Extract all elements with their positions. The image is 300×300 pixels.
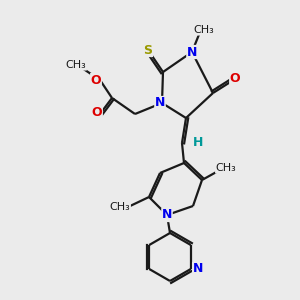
- Text: N: N: [162, 208, 172, 221]
- Text: O: O: [230, 73, 240, 85]
- Text: CH₃: CH₃: [216, 163, 236, 173]
- Text: N: N: [193, 262, 203, 275]
- Text: O: O: [92, 106, 102, 118]
- Text: S: S: [143, 44, 152, 56]
- Text: N: N: [155, 97, 165, 110]
- Text: N: N: [187, 46, 197, 59]
- Text: CH₃: CH₃: [110, 202, 130, 212]
- Text: O: O: [91, 74, 101, 86]
- Text: H: H: [193, 136, 203, 149]
- Text: CH₃: CH₃: [194, 25, 214, 35]
- Text: CH₃: CH₃: [66, 60, 86, 70]
